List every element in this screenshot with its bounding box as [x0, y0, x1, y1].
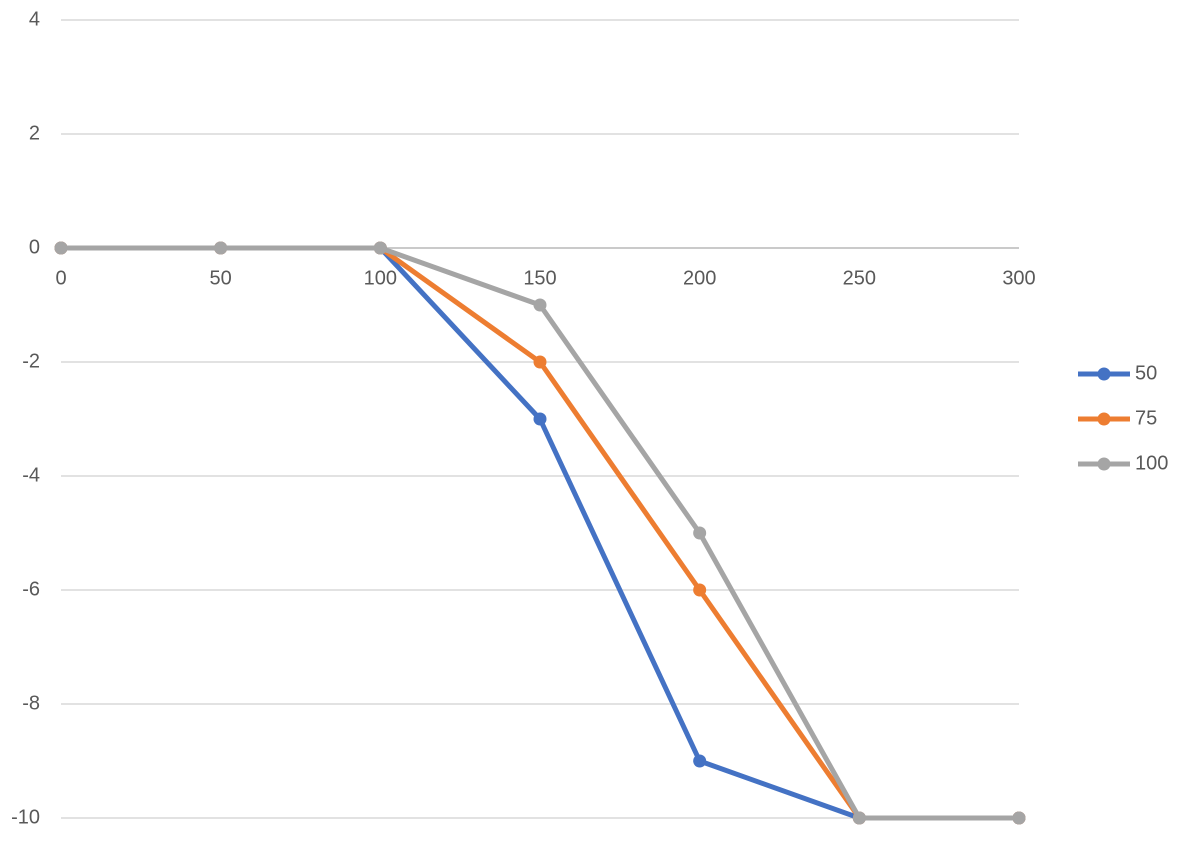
legend-marker — [1097, 367, 1111, 381]
y-tick-label: -8 — [22, 692, 40, 714]
series-line — [61, 245, 1019, 821]
y-tick-label: -6 — [22, 578, 40, 600]
legend-marker — [1097, 457, 1111, 471]
series-marker — [373, 241, 387, 255]
series-marker — [693, 526, 707, 540]
y-tick-label: 4 — [29, 8, 40, 30]
series-line — [61, 245, 1019, 821]
series-marker — [533, 355, 547, 369]
x-tick-label: 250 — [843, 267, 876, 289]
y-tick-label: -2 — [22, 350, 40, 372]
x-tick-label: 100 — [364, 267, 397, 289]
series-marker — [533, 412, 547, 426]
x-tick-label: 300 — [1002, 267, 1035, 289]
series-marker — [533, 298, 547, 312]
series-marker — [54, 241, 68, 255]
legend-label: 75 — [1135, 407, 1157, 429]
legend-label: 100 — [1135, 452, 1168, 474]
x-tick-label: 200 — [683, 267, 716, 289]
y-tick-label: -10 — [11, 806, 40, 828]
series-marker — [693, 583, 707, 597]
x-tick-label: 0 — [55, 267, 66, 289]
series-marker — [693, 754, 707, 768]
series-marker — [852, 811, 866, 825]
series-marker — [1012, 811, 1026, 825]
y-tick-label: -4 — [22, 464, 40, 486]
x-tick-label: 150 — [523, 267, 556, 289]
series-line — [61, 245, 1019, 821]
y-tick-label: 0 — [29, 236, 40, 258]
x-tick-label: 50 — [210, 267, 232, 289]
legend-label: 50 — [1135, 362, 1157, 384]
series-marker — [214, 241, 228, 255]
y-tick-label: 2 — [29, 122, 40, 144]
legend-marker — [1097, 412, 1111, 426]
